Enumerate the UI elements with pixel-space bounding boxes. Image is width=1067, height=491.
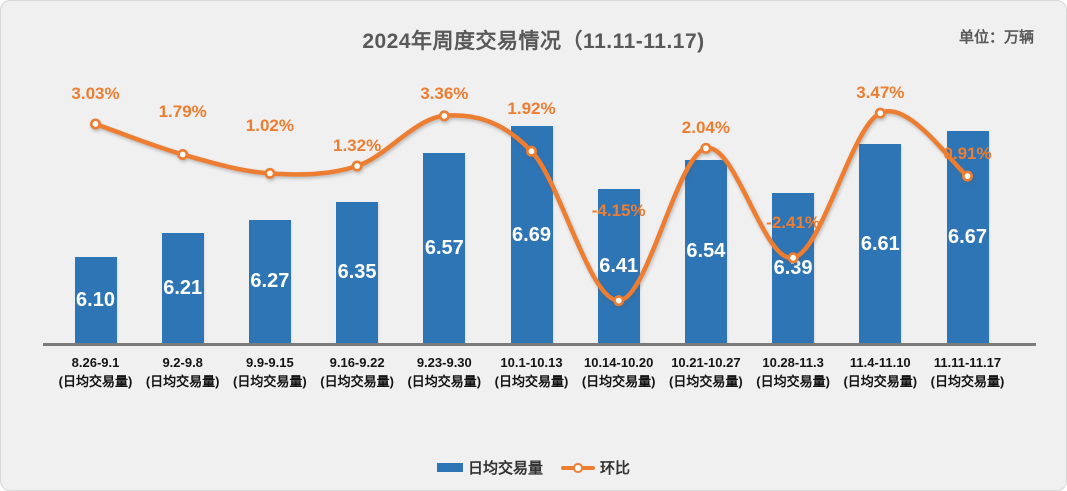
x-tick-sublabel: (日均交易量) bbox=[669, 374, 743, 389]
x-tick-date: 11.4-11.10 bbox=[849, 355, 911, 370]
legend-item-line-series: 环比 bbox=[561, 457, 630, 478]
bar: 6.10 bbox=[74, 257, 117, 344]
line-series-swatch-icon bbox=[561, 462, 595, 473]
x-tick-date: 9.9-9.15 bbox=[246, 355, 294, 370]
x-tick: 9.23-9.30 (日均交易量) bbox=[392, 353, 496, 391]
bar-value-label: 6.69 bbox=[512, 223, 551, 246]
x-tick-date: 10.21-10.27 bbox=[671, 355, 741, 370]
x-tick-sublabel: (日均交易量) bbox=[407, 374, 482, 389]
x-tick-date: 9.16-9.22 bbox=[329, 355, 385, 370]
bar: 6.61 bbox=[859, 144, 902, 344]
x-tick-date: 9.23-9.30 bbox=[416, 355, 472, 370]
x-tick: 9.16-9.22 (日均交易量) bbox=[305, 353, 409, 391]
bar-series-swatch-icon bbox=[436, 463, 463, 472]
x-tick-date: 8.26-9.1 bbox=[71, 355, 120, 370]
x-tick-sublabel: (日均交易量) bbox=[145, 374, 220, 389]
x-tick: 9.2-9.8 (日均交易量) bbox=[131, 353, 235, 391]
line-marker bbox=[874, 107, 886, 119]
line-point-label: -4.15% bbox=[591, 201, 646, 220]
line-point-label: 1.79% bbox=[158, 102, 207, 121]
x-tick: 8.26-9.1 (日均交易量) bbox=[44, 353, 148, 391]
line-point-label: 3.47% bbox=[856, 83, 905, 102]
chart-title: 2024年周度交易情况（11.11-11.17) bbox=[362, 30, 705, 53]
x-tick: 10.1-10.13 (日均交易量) bbox=[480, 353, 584, 391]
x-tick-date: 10.1-10.13 bbox=[500, 355, 563, 370]
bar: 6.27 bbox=[248, 219, 291, 344]
legend-item-bar-series: 日均交易量 bbox=[436, 457, 543, 478]
x-tick-sublabel: (日均交易量) bbox=[320, 374, 394, 389]
unit-label: 单位：万辆 bbox=[958, 29, 1034, 46]
x-tick: 11.4-11.10 (日均交易量) bbox=[828, 353, 932, 391]
line-marker bbox=[438, 110, 450, 122]
legend: 日均交易量 环比 bbox=[1, 457, 1066, 478]
x-tick-date: 11.11-11.17 bbox=[933, 355, 1002, 370]
x-tick-date: 10.14-10.20 bbox=[583, 355, 654, 370]
bar: 6.54 bbox=[684, 159, 727, 344]
bar-value-label: 6.35 bbox=[337, 261, 377, 284]
x-tick-sublabel: (日均交易量) bbox=[843, 374, 918, 389]
x-tick-sublabel: (日均交易量) bbox=[756, 374, 830, 389]
line-point-label: 1.92% bbox=[507, 99, 556, 118]
bar-value-label: 6.67 bbox=[948, 225, 987, 248]
line-point-label: 3.36% bbox=[420, 84, 469, 103]
bar: 6.21 bbox=[161, 233, 204, 344]
line-marker bbox=[90, 118, 102, 130]
line-point-label: -2.41% bbox=[766, 213, 821, 232]
x-tick-date: 9.2-9.8 bbox=[162, 355, 203, 370]
bar: 6.35 bbox=[336, 201, 379, 344]
line-marker bbox=[351, 160, 363, 172]
x-tick: 11.11-11.17 (日均交易量) bbox=[916, 353, 1020, 391]
x-axis-line bbox=[43, 343, 1036, 346]
bar-value-label: 6.61 bbox=[860, 232, 900, 255]
line-marker bbox=[264, 167, 276, 179]
bar-value-label: 6.41 bbox=[599, 254, 639, 277]
x-tick: 10.21-10.27 (日均交易量) bbox=[654, 353, 758, 391]
bar: 6.57 bbox=[423, 153, 466, 344]
bar-value-label: 6.10 bbox=[76, 289, 115, 312]
x-tick-sublabel: (日均交易量) bbox=[930, 374, 1005, 389]
bar-value-label: 6.54 bbox=[686, 240, 726, 263]
line-point-label: 0.91% bbox=[943, 144, 992, 163]
x-tick-date: 10.28-11.3 bbox=[762, 355, 824, 370]
x-tick-sublabel: (日均交易量) bbox=[581, 374, 656, 389]
bar: 6.69 bbox=[510, 126, 553, 344]
x-tick-sublabel: (日均交易量) bbox=[58, 374, 133, 389]
bar-value-label: 6.21 bbox=[163, 277, 203, 299]
line-point-label: 3.03% bbox=[71, 84, 120, 103]
line-point-label: 1.32% bbox=[332, 136, 382, 155]
x-tick-sublabel: (日均交易量) bbox=[494, 374, 569, 389]
x-tick: 10.14-10.20 (日均交易量) bbox=[567, 353, 671, 391]
x-tick-sublabel: (日均交易量) bbox=[233, 374, 307, 389]
line-swatch-marker bbox=[573, 463, 583, 473]
line-marker bbox=[700, 142, 712, 154]
bar-value-label: 6.27 bbox=[250, 270, 290, 293]
x-tick: 10.28-11.3 (日均交易量) bbox=[741, 353, 845, 391]
bar-series-legend-label: 日均交易量 bbox=[467, 460, 543, 477]
bar-value-label: 6.39 bbox=[773, 257, 813, 279]
x-tick: 9.9-9.15 (日均交易量) bbox=[218, 353, 322, 391]
bar-value-label: 6.57 bbox=[424, 237, 464, 260]
line-point-label: 2.04% bbox=[681, 118, 730, 137]
line-series-legend-label: 环比 bbox=[600, 460, 631, 477]
line-point-label: 1.02% bbox=[245, 116, 294, 135]
line-marker bbox=[177, 148, 189, 160]
